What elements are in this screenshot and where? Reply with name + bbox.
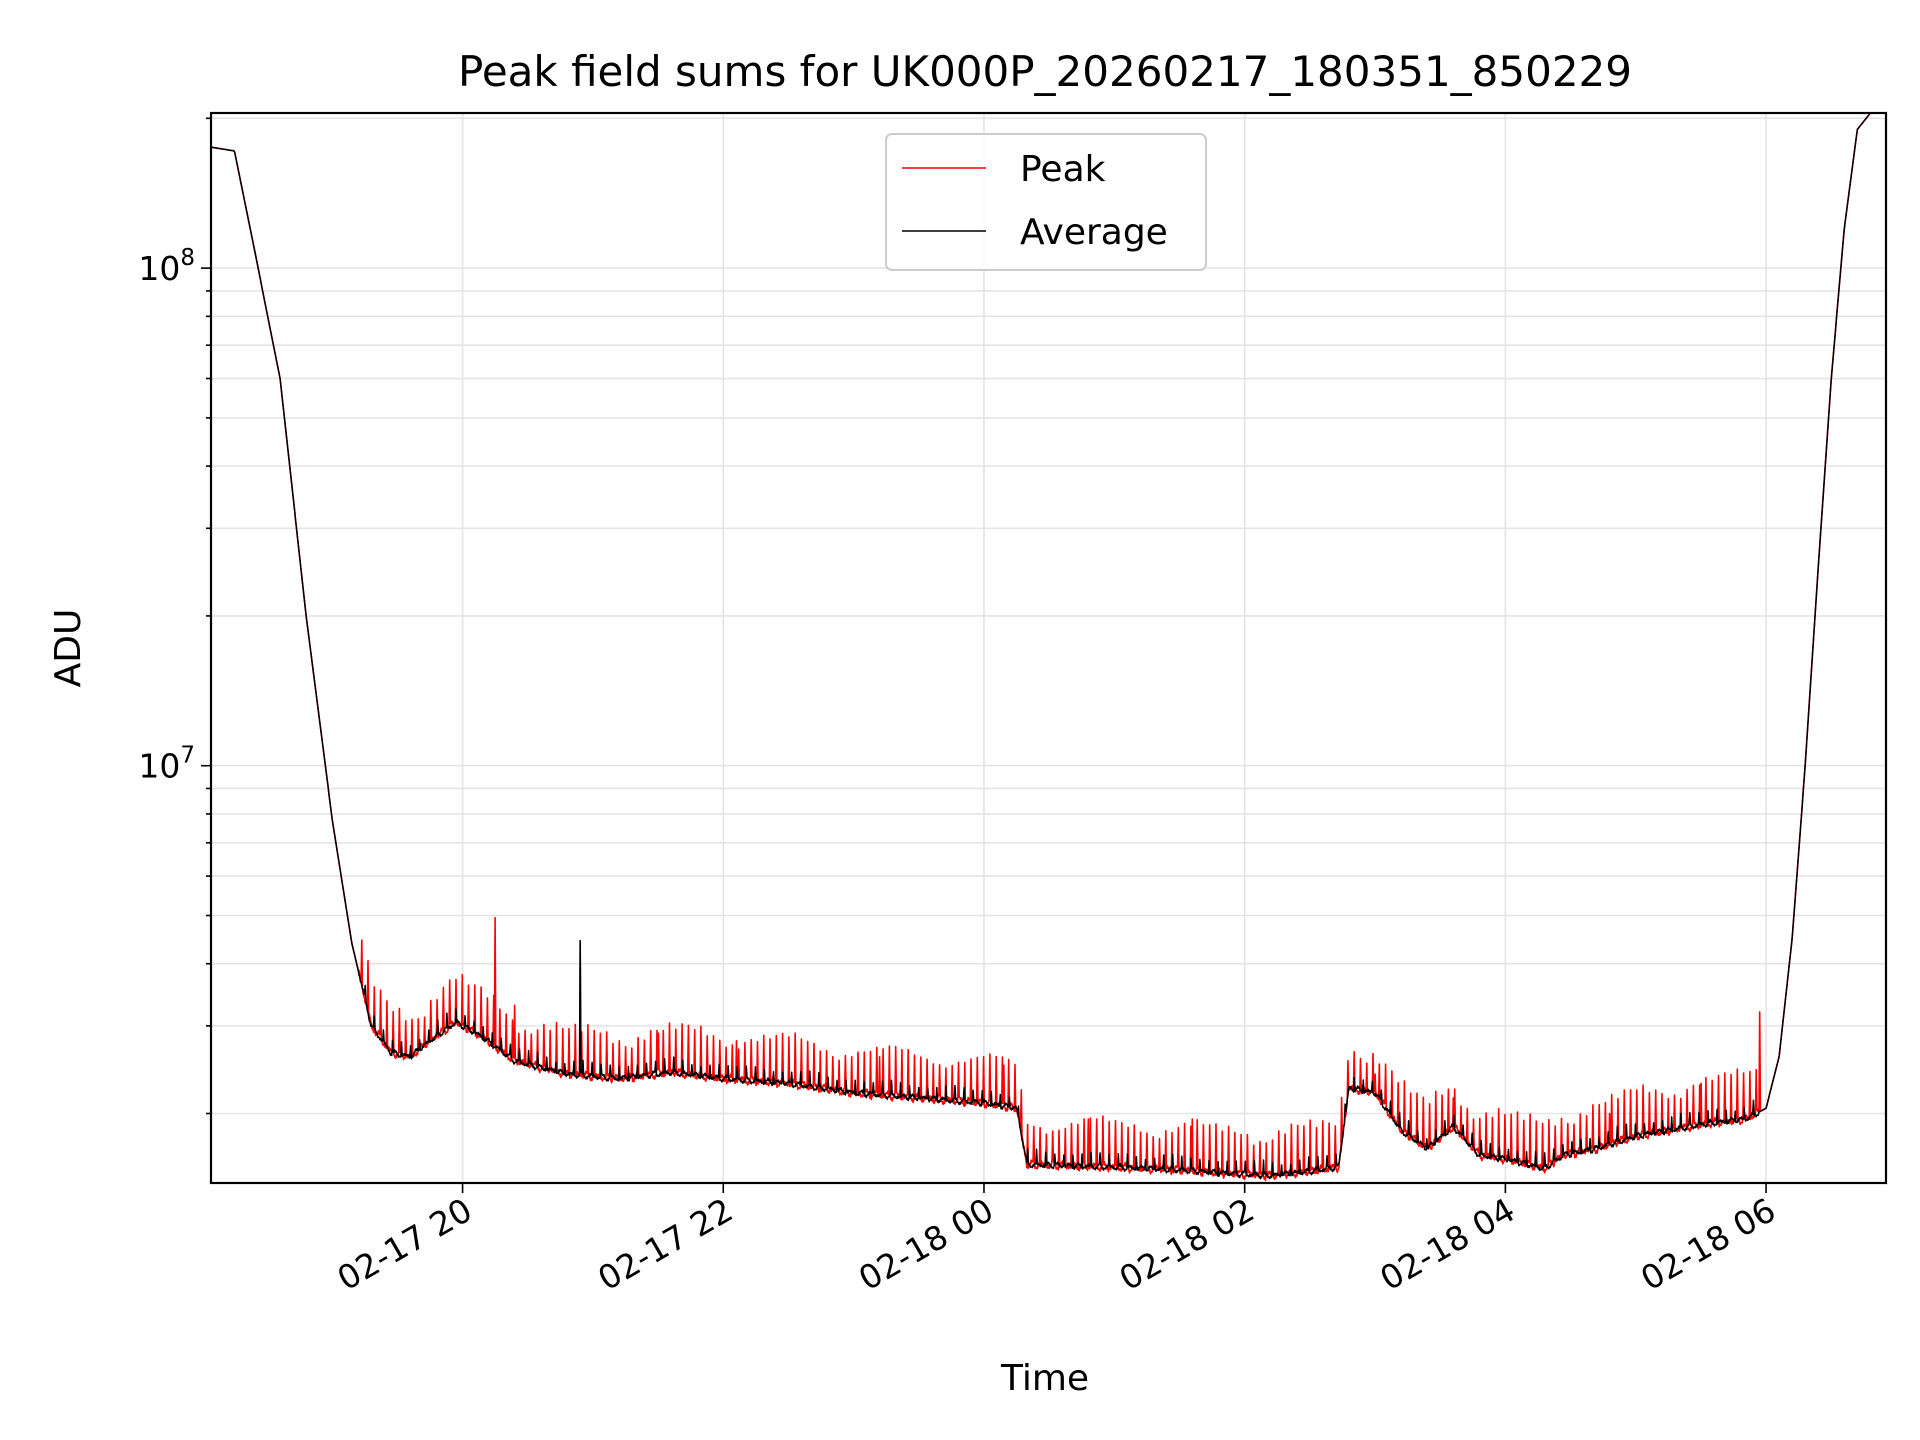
x-axis-label: Time [1000, 1358, 1089, 1399]
y-tick-label: 107 [138, 743, 195, 786]
legend: Peak Average [885, 133, 1207, 271]
y-axis-label: ADU [48, 609, 89, 688]
data-series [210, 112, 1887, 1182]
legend-label-peak: Peak [1020, 149, 1106, 190]
legend-label-average: Average [1020, 212, 1168, 253]
plot-frame [209, 111, 1888, 1185]
series-line-average [210, 112, 1887, 1180]
y-axis-ticks: 107 108 [138, 117, 211, 1115]
y-tick-label: 108 [138, 245, 195, 288]
chart-title: Peak field sums for UK000P_20260217_1803… [458, 47, 1632, 96]
